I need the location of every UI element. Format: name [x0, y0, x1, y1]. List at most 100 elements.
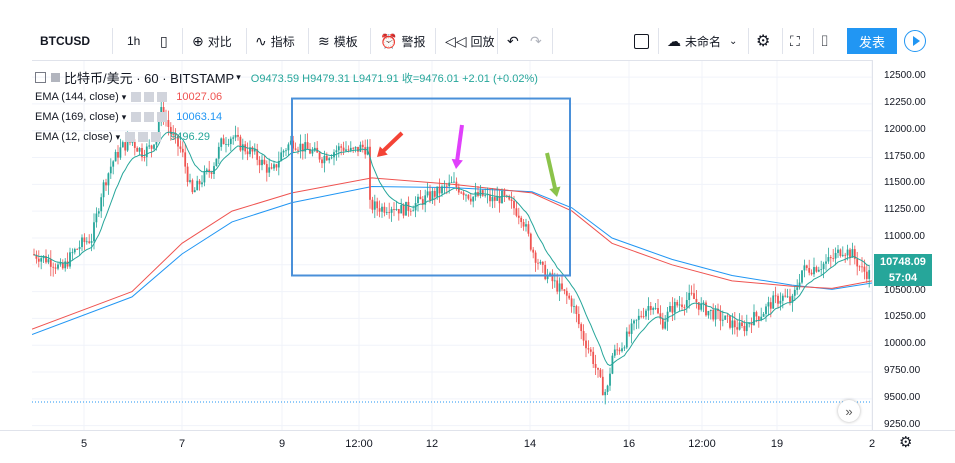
price-chart[interactable] [32, 61, 872, 431]
candle-body [85, 241, 88, 243]
candle-body [201, 182, 203, 185]
fullscreen-button[interactable]: ⛶ [790, 30, 804, 52]
play-button[interactable] [904, 30, 926, 52]
candle-body [277, 160, 280, 168]
candle-body [513, 200, 515, 209]
top-toolbar: BTCUSD 1h ▯ ⊕ 对比 ∿ 指标 ≋ 模板 ⏰ 警报 ◁◁ 回放 ↶ ↷ ☁ 未命… [0, 0, 955, 60]
compare-button[interactable]: ⊕ 对比 [192, 30, 232, 52]
compare-label: 对比 [207, 34, 232, 49]
publish-button[interactable]: 发表 [847, 28, 897, 54]
close-icon[interactable] [157, 112, 168, 122]
legend-value: 9496.29 [170, 131, 210, 143]
candle-body [697, 302, 700, 310]
candle-body [645, 310, 647, 317]
templates-button[interactable]: ≋ 模板 [318, 30, 358, 52]
candle-body [42, 255, 45, 259]
candle-body [856, 258, 859, 267]
legend-controls[interactable] [131, 112, 170, 122]
candle-body [695, 298, 698, 303]
gear-icon[interactable] [138, 132, 149, 142]
candle-body [369, 146, 371, 200]
gear-icon: ⚙ [756, 33, 771, 50]
last-price-value: 10748.09 [880, 256, 926, 268]
play-icon [912, 36, 920, 46]
chart-pane[interactable] [32, 60, 872, 431]
candle-body [491, 197, 494, 202]
legend-ema144[interactable]: EMA (144, close) ▾ 10027.06 [35, 91, 222, 103]
gear-icon[interactable] [144, 112, 155, 122]
scroll-to-realtime-button[interactable]: » [838, 400, 860, 422]
candle-body [846, 249, 849, 256]
candle-body [721, 319, 724, 321]
eye-icon[interactable] [131, 112, 142, 122]
candle-body [669, 306, 671, 312]
candle-body [373, 201, 376, 210]
legend-name: EMA (169, close) [35, 111, 119, 123]
candle-body [143, 157, 146, 158]
legend-controls[interactable] [125, 132, 164, 142]
eye-icon[interactable] [125, 132, 136, 142]
candle-body [150, 145, 153, 149]
symbol-search-button[interactable]: BTCUSD [40, 30, 90, 52]
snapshot-button[interactable]: ⌷ [820, 30, 833, 52]
interval-button[interactable]: 1h [127, 30, 140, 52]
flag-icon [51, 73, 60, 82]
fullscreen-layout-button[interactable] [634, 30, 649, 52]
candle-body [217, 146, 220, 159]
redo-button[interactable]: ↷ [530, 30, 546, 52]
candle-body [630, 323, 633, 334]
candle-body [537, 262, 539, 264]
legend-ema169[interactable]: EMA (169, close) ▾ 10063.14 [35, 111, 222, 123]
camera-icon: ⌷ [820, 32, 830, 50]
candle-body [453, 181, 455, 183]
indicators-button[interactable]: ∿ 指标 [255, 30, 295, 52]
chart-type-button[interactable]: ▯ [160, 30, 172, 52]
collapse-icon[interactable] [35, 72, 46, 83]
price-tick-label: 9500.00 [884, 391, 921, 403]
candle-body [685, 300, 688, 308]
candle-body [858, 266, 861, 268]
candle-body [227, 144, 230, 145]
candle-body [467, 194, 470, 199]
candle-body [261, 159, 263, 166]
countdown-value: 57:04 [888, 272, 918, 284]
candle-body [49, 259, 52, 267]
time-tick-label: 5 [80, 438, 88, 450]
close-icon[interactable] [157, 92, 168, 102]
time-tick-label: 16 [622, 438, 636, 450]
candle-body [592, 351, 595, 365]
close-icon[interactable] [151, 132, 162, 142]
alert-button[interactable]: ⏰ 警报 [380, 30, 425, 52]
candle-body [412, 210, 415, 212]
gear-icon[interactable] [144, 92, 155, 102]
candle-body [496, 196, 499, 201]
axis-settings-button[interactable]: ⚙ [899, 433, 912, 451]
time-tick-label: 2 [868, 438, 876, 450]
candle-body [606, 385, 609, 392]
settings-button[interactable]: ⚙ [756, 30, 774, 52]
candle-body [421, 199, 424, 205]
candle-body [618, 349, 621, 352]
candle-body [777, 295, 779, 304]
candle-body [649, 305, 652, 310]
price-tick-label: 10250.00 [884, 311, 926, 323]
indicators-label: 指标 [270, 34, 295, 49]
legend-ema12[interactable]: EMA (12, close) ▾ 9496.29 [35, 131, 210, 143]
legend-controls[interactable] [131, 92, 170, 102]
candle-body [443, 185, 446, 187]
candle-body [119, 147, 122, 158]
legend-value: 10063.14 [176, 111, 223, 123]
alert-label: 警报 [401, 34, 426, 49]
candle-body [652, 308, 655, 310]
replay-button[interactable]: ◁◁ 回放 [445, 30, 495, 52]
candle-body [280, 152, 283, 161]
eye-icon[interactable] [131, 92, 142, 102]
candle-body [292, 140, 295, 149]
layout-name-button[interactable]: ☁ 未命名 ⌄ [667, 30, 737, 52]
candle-body [138, 147, 141, 152]
undo-button[interactable]: ↶ [507, 30, 523, 52]
candle-body [97, 211, 100, 214]
candle-body [520, 217, 523, 223]
candle-body [781, 295, 784, 301]
candle-body [105, 182, 107, 186]
